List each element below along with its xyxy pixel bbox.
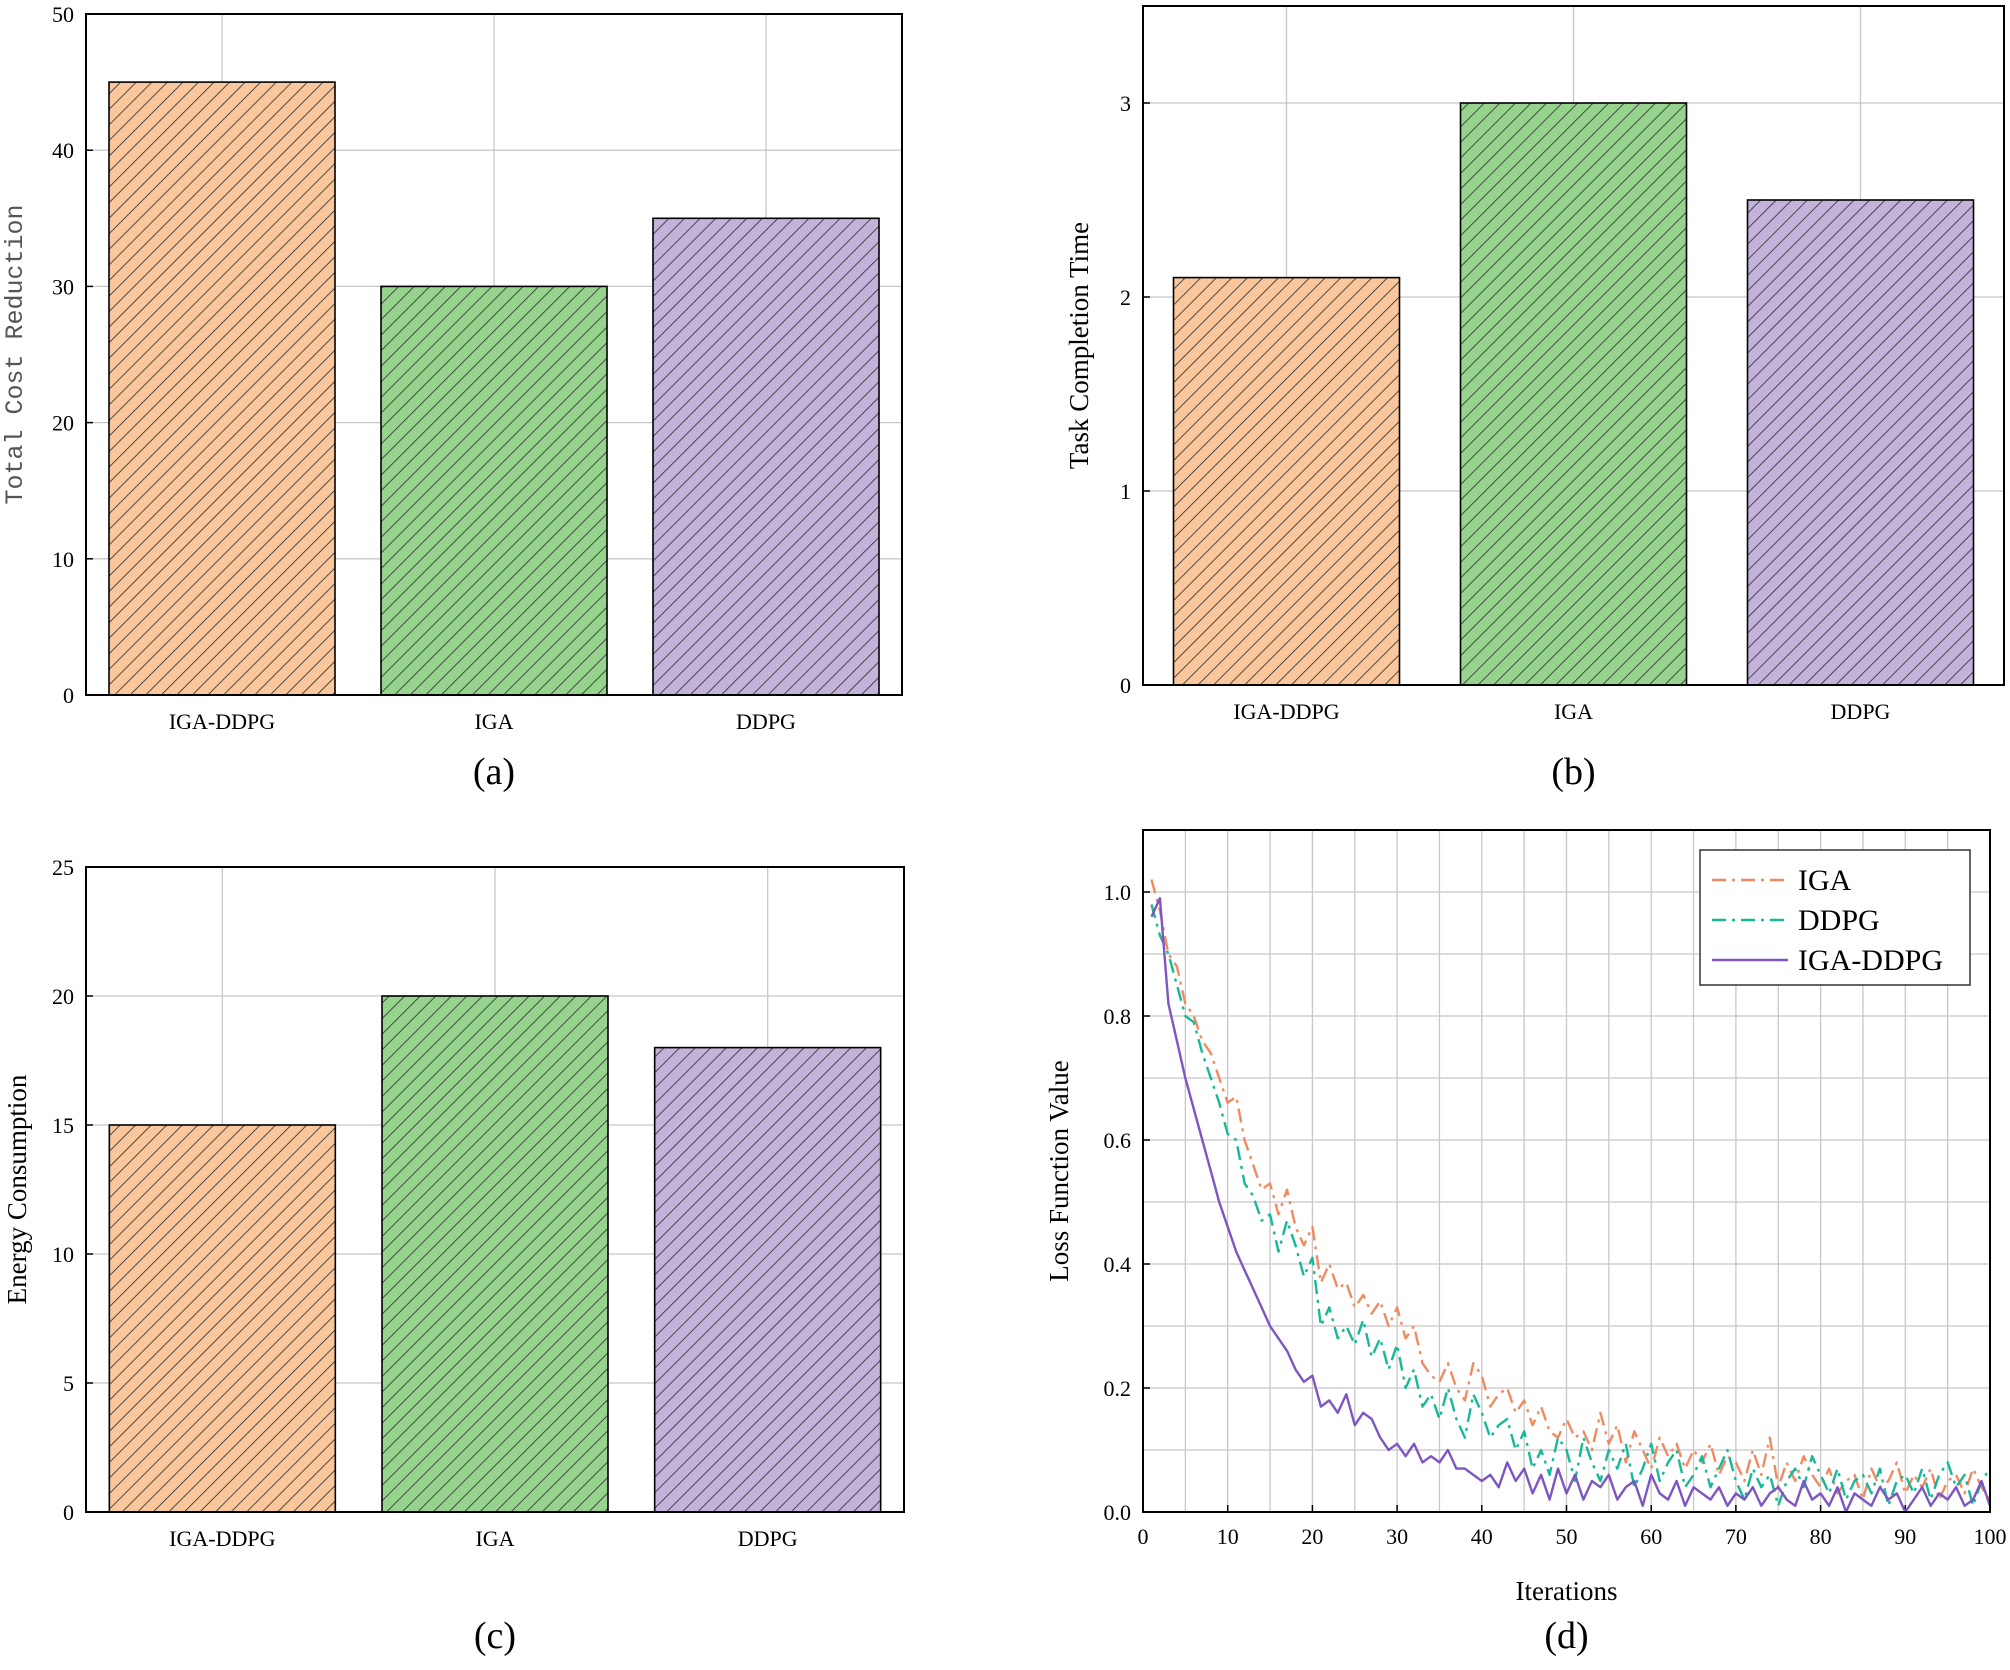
panel-c-bars bbox=[108, 995, 882, 1513]
panel-d-x-ticks: 0 10 20 30 40 50 60 70 80 90 100 bbox=[1138, 1524, 2007, 1549]
panel-a-ytick-label: 20 bbox=[52, 411, 74, 436]
panel-d-xtick-label: 80 bbox=[1810, 1524, 1832, 1549]
panel-b-ytick-label: 2 bbox=[1120, 285, 1131, 310]
panel-c-plot-frame bbox=[85, 866, 905, 1513]
panel-d-x-axis-label: Iterations bbox=[1516, 1576, 1618, 1606]
panel-c-ytick-label: 25 bbox=[52, 855, 74, 880]
panel-c-y-axis-label: Energy Consumption bbox=[2, 1074, 32, 1304]
panel-d-xtick-label: 30 bbox=[1386, 1524, 1408, 1549]
panel-d-xtick-label: 0 bbox=[1138, 1524, 1149, 1549]
panel-d-xtick-label: 60 bbox=[1640, 1524, 1662, 1549]
panel-c-category-label: IGA-DDPG bbox=[169, 1526, 275, 1551]
panel-d-y-axis-label: Loss Function Value bbox=[1044, 1060, 1074, 1282]
panel-d-xtick-label: 40 bbox=[1471, 1524, 1493, 1549]
panel-c-ytick-label: 0 bbox=[63, 1500, 74, 1525]
panel-c-ytick-label: 20 bbox=[52, 984, 74, 1009]
panel-b-ytick-label: 3 bbox=[1120, 91, 1131, 116]
bar-iga bbox=[380, 285, 608, 696]
panel-c-label: (c) bbox=[474, 1615, 516, 1657]
panel-d-ytick-label: 0.4 bbox=[1104, 1252, 1132, 1277]
panel-a-y-ticks: 0 10 20 30 40 50 bbox=[52, 2, 74, 708]
panel-d-series-lines bbox=[1150, 879, 1992, 1514]
panel-b-ytick-label: 0 bbox=[1120, 673, 1131, 698]
panel-a-category-label: IGA bbox=[474, 709, 513, 734]
panel-d-ytick-label: 1.0 bbox=[1104, 880, 1132, 905]
panel-b-bars bbox=[1172, 102, 1975, 686]
series-line-iga-ddpg bbox=[1150, 897, 1992, 1514]
panel-a-ytick-label: 50 bbox=[52, 2, 74, 27]
bar-ddpg bbox=[1746, 199, 1975, 686]
panel-c-ytick-label: 15 bbox=[52, 1113, 74, 1138]
bar-iga-ddpg bbox=[108, 1124, 337, 1513]
panel-d-plot-frame bbox=[1142, 829, 1991, 1513]
legend-entry-iga-ddpg: IGA-DDPG bbox=[1798, 944, 1943, 977]
bar-ddpg bbox=[652, 217, 880, 696]
panel-d-y-ticks: 0.0 0.2 0.4 0.6 0.8 1.0 bbox=[1104, 880, 1132, 1525]
panel-b-category-label: DDPG bbox=[1831, 699, 1891, 724]
panel-b-plot-frame bbox=[1142, 5, 2005, 686]
bar-ddpg bbox=[653, 1046, 882, 1513]
panel-d-legend: IGA DDPG IGA-DDPG bbox=[1699, 849, 1971, 986]
series-line-ddpg bbox=[1150, 904, 1991, 1508]
bar-iga-ddpg bbox=[1172, 276, 1401, 686]
panel-b-y-axis-label: Task Completion Time bbox=[1064, 222, 1094, 469]
panel-d-xtick-label: 70 bbox=[1725, 1524, 1747, 1549]
panel-c-chart: 0 5 10 15 20 25 IGA-DDPG IGA DDPG Energy… bbox=[2, 855, 905, 1657]
panel-d-ytick-label: 0.0 bbox=[1104, 1500, 1132, 1525]
panel-a-ytick-label: 40 bbox=[52, 138, 74, 163]
panel-b-x-ticks: IGA-DDPG IGA DDPG bbox=[1233, 699, 1890, 724]
bar-iga-ddpg bbox=[108, 81, 336, 696]
panel-c-category-label: IGA bbox=[475, 1526, 514, 1551]
panel-a-x-ticks: IGA-DDPG IGA DDPG bbox=[169, 709, 796, 734]
panel-d-ytick-label: 0.2 bbox=[1104, 1376, 1132, 1401]
panel-b-category-label: IGA bbox=[1554, 699, 1593, 724]
bar-iga bbox=[381, 995, 609, 1513]
panel-a-plot-frame bbox=[85, 13, 903, 696]
panel-d-xtick-label: 20 bbox=[1301, 1524, 1323, 1549]
panel-d-xtick-label: 10 bbox=[1217, 1524, 1239, 1549]
legend-entry-ddpg: DDPG bbox=[1798, 904, 1880, 937]
panel-c-y-ticks: 0 5 10 15 20 25 bbox=[52, 855, 74, 1525]
panel-d-xtick-label: 50 bbox=[1556, 1524, 1578, 1549]
series-line-iga bbox=[1150, 879, 1991, 1501]
panel-a-label: (a) bbox=[473, 751, 515, 793]
bar-iga bbox=[1459, 102, 1688, 686]
panel-a-y-axis-label: Total Cost Reduction bbox=[1, 204, 30, 504]
panel-d-label: (d) bbox=[1544, 1615, 1588, 1657]
panel-a-ytick-label: 30 bbox=[52, 274, 74, 299]
panel-a-category-label: IGA-DDPG bbox=[169, 709, 275, 734]
panel-d-ytick-label: 0.6 bbox=[1104, 1128, 1132, 1153]
panel-d-xtick-label: 100 bbox=[1974, 1524, 2007, 1549]
panel-d-ytick-label: 0.8 bbox=[1104, 1004, 1132, 1029]
panel-b-label: (b) bbox=[1551, 751, 1595, 793]
legend-entry-iga: IGA bbox=[1798, 864, 1852, 897]
panel-c-ytick-label: 5 bbox=[63, 1371, 74, 1396]
panel-a-category-label: DDPG bbox=[736, 709, 796, 734]
panel-a-ytick-label: 10 bbox=[52, 547, 74, 572]
panel-c-ytick-label: 10 bbox=[52, 1242, 74, 1267]
panel-d-xtick-label: 90 bbox=[1894, 1524, 1916, 1549]
panel-a-bars bbox=[108, 81, 880, 696]
panel-b-category-label: IGA-DDPG bbox=[1233, 699, 1339, 724]
panel-b-ytick-label: 1 bbox=[1120, 479, 1131, 504]
panel-c-x-ticks: IGA-DDPG IGA DDPG bbox=[169, 1526, 798, 1551]
panel-b-y-ticks: 0 1 2 3 bbox=[1120, 91, 1131, 698]
panel-d-chart: 0.0 0.2 0.4 0.6 0.8 1.0 0 10 20 30 40 50… bbox=[1044, 829, 2007, 1657]
panel-c-category-label: DDPG bbox=[738, 1526, 798, 1551]
panel-a-ytick-label: 0 bbox=[63, 683, 74, 708]
legend-frame bbox=[1699, 849, 1971, 986]
panel-a-chart: 0 10 20 30 40 50 IGA-DDPG IGA DDPG Total… bbox=[1, 2, 903, 793]
panel-b-chart: 0 1 2 3 IGA-DDPG IGA DDPG Task Completio… bbox=[1064, 5, 2005, 793]
